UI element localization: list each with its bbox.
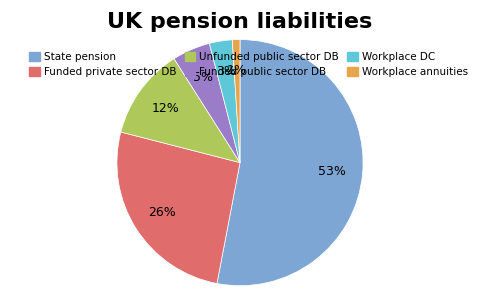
- Text: 3%: 3%: [216, 65, 236, 78]
- Wedge shape: [232, 40, 240, 163]
- Text: 1%: 1%: [227, 64, 247, 77]
- Wedge shape: [121, 59, 240, 163]
- Wedge shape: [209, 40, 240, 163]
- Wedge shape: [117, 132, 240, 284]
- Text: 53%: 53%: [318, 165, 346, 178]
- Legend: State pension, Funded private sector DB, Unfunded public sector DB, Funded publi: State pension, Funded private sector DB,…: [29, 52, 468, 77]
- Text: 5%: 5%: [193, 71, 213, 84]
- Wedge shape: [174, 43, 240, 163]
- Text: UK pension liabilities: UK pension liabilities: [108, 12, 372, 32]
- Text: 12%: 12%: [152, 102, 179, 115]
- Wedge shape: [217, 40, 363, 286]
- Text: 26%: 26%: [148, 206, 176, 219]
